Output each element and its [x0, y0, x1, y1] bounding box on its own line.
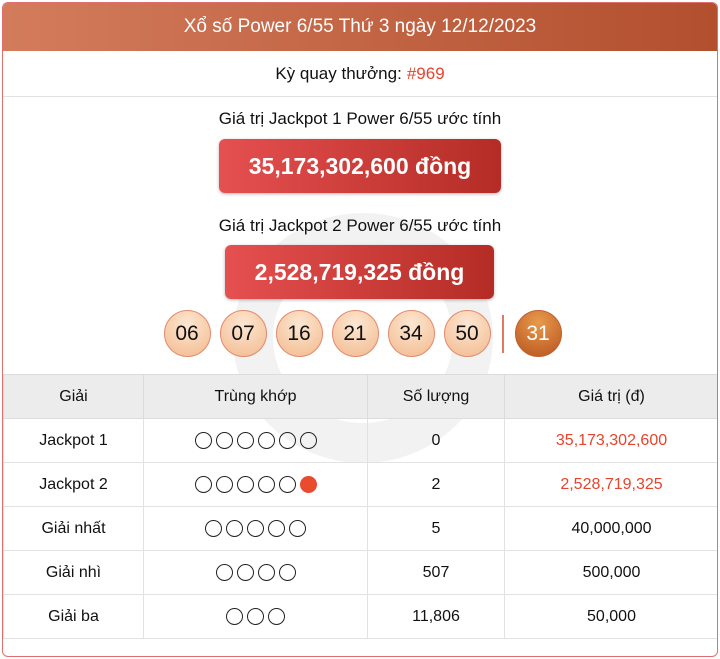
- number-ball: 50: [443, 310, 491, 357]
- winner-count: 5: [367, 506, 505, 551]
- jackpot1-label: Giá trị Jackpot 1 Power 6/55 ước tính: [218, 109, 502, 128]
- special-match-circle-icon: [299, 475, 317, 493]
- number-ball: 34: [387, 310, 435, 357]
- prize-name: Jackpot 2: [3, 462, 144, 507]
- prize-value: 50,000: [504, 594, 717, 639]
- number-ball: 07: [219, 310, 267, 357]
- col-header-prize: Giải: [3, 374, 144, 419]
- match-circle-icon: [226, 519, 243, 537]
- match-circle-icon: [299, 431, 317, 449]
- draw-label: Kỳ quay thưởng:: [275, 63, 402, 83]
- prize-name: Giải ba: [3, 594, 144, 639]
- match-circle-icon: [215, 475, 233, 493]
- match-pattern: [143, 594, 368, 639]
- table-row: Jackpot 1 0 35,173,302,600: [3, 418, 717, 463]
- winner-count: 507: [367, 550, 505, 595]
- prize-value: 35,173,302,600: [504, 418, 717, 463]
- match-circle-icon: [236, 431, 254, 449]
- match-pattern: [143, 550, 368, 595]
- match-circle-icon: [215, 431, 233, 449]
- table-row: Giải nhất 5 40,000,000: [3, 506, 717, 551]
- prize-value: 2,528,719,325: [504, 462, 717, 507]
- match-circle-icon: [257, 563, 275, 581]
- match-circle-icon: [257, 475, 275, 493]
- prize-value: 40,000,000: [504, 506, 717, 551]
- match-circle-icon: [247, 607, 264, 625]
- match-circle-icon: [268, 519, 285, 537]
- table-row: Jackpot 2 2 2,528,719,325: [3, 462, 717, 507]
- match-pattern: [143, 506, 368, 551]
- col-header-count: Số lượng: [367, 374, 505, 419]
- match-pattern: [143, 418, 368, 463]
- match-circle-icon: [278, 563, 296, 581]
- match-circle-icon: [278, 475, 296, 493]
- match-circle-icon: [226, 607, 243, 625]
- match-circle-icon: [194, 431, 212, 449]
- match-circle-icon: [205, 519, 222, 537]
- winner-count: 0: [367, 418, 505, 463]
- divider: [501, 314, 504, 353]
- prize-name: Giải nhất: [3, 506, 144, 551]
- match-circle-icon: [194, 475, 212, 493]
- draw-number[interactable]: #969: [406, 63, 445, 83]
- page-title: Xổ số Power 6/55 Thứ 3 ngày 12/12/2023: [3, 3, 717, 51]
- table-row: Giải nhì 507 500,000: [3, 550, 717, 595]
- col-header-value: Giá trị (đ): [504, 374, 717, 419]
- table-row: Giải ba 11,806 50,000: [3, 594, 717, 639]
- match-circle-icon: [268, 607, 285, 625]
- match-circle-icon: [215, 563, 233, 581]
- prize-value: 500,000: [504, 550, 717, 595]
- prize-table: Giải Trùng khớp Số lượng Giá trị (đ) Jac…: [3, 374, 717, 639]
- jackpot2-label: Giá trị Jackpot 2 Power 6/55 ước tính: [218, 216, 502, 235]
- match-circle-icon: [278, 431, 296, 449]
- prize-name: Giải nhì: [3, 550, 144, 595]
- number-ball: 16: [275, 310, 323, 357]
- jackpot1-value: 35,173,302,600 đồng: [219, 139, 501, 193]
- prize-name: Jackpot 1: [3, 418, 144, 463]
- match-circle-icon: [236, 475, 254, 493]
- winner-count: 11,806: [367, 594, 505, 639]
- match-circle-icon: [289, 519, 306, 537]
- number-ball: 06: [163, 310, 211, 357]
- match-circle-icon: [247, 519, 264, 537]
- match-pattern: [143, 462, 368, 507]
- special-number-ball: 31: [514, 310, 562, 357]
- winner-count: 2: [367, 462, 505, 507]
- match-circle-icon: [236, 563, 254, 581]
- winning-numbers: 06 07 16 21 34 50 31: [3, 310, 717, 357]
- jackpot2-value: 2,528,719,325 đồng: [225, 245, 494, 299]
- number-ball: 21: [331, 310, 379, 357]
- col-header-match: Trùng khớp: [143, 374, 368, 419]
- match-circle-icon: [257, 431, 275, 449]
- draw-info: Kỳ quay thưởng: #969: [3, 51, 717, 97]
